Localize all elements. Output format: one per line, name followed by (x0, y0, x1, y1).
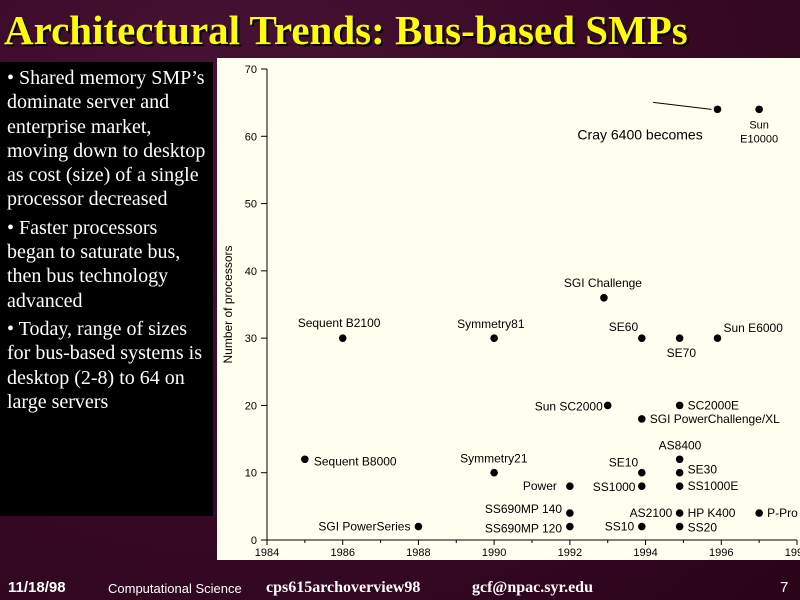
chart-svg: 0 10 20 30 40 50 60 70 1984 1986 1988 1990 1992 1994 1… (221, 64, 800, 559)
data-point-label: Symmetry81 (457, 317, 525, 331)
data-point-marker (675, 482, 684, 490)
x-tick-label: 1996 (709, 547, 733, 559)
data-point-label: Sun E6000 (724, 321, 784, 335)
data-point-label: SE60 (609, 320, 639, 334)
slide-footer: 11/18/98 Computational Science cps615arc… (0, 573, 800, 600)
data-point-label: SGI PowerSeries (318, 520, 410, 534)
data-point-label: SS1000E (688, 479, 739, 493)
data-point-marker (713, 334, 722, 342)
x-tick-label: 1990 (482, 547, 506, 559)
data-point-marker (566, 482, 574, 490)
annotation-arrow (653, 101, 712, 110)
footer-filename: cps615archoverview98 (266, 579, 421, 596)
data-point-label: SS690MP 120 (485, 522, 562, 536)
data-point-marker (675, 334, 684, 342)
y-tick-label: 40 (245, 266, 257, 278)
processor-scatter-chart: 0 10 20 30 40 50 60 70 1984 1986 1988 1990 1992 1994 1… (217, 58, 800, 560)
annotation-e10000: E10000 (740, 133, 778, 145)
data-point-marker (637, 482, 646, 490)
bullet-2: • Faster processors began to saturate bu… (7, 216, 181, 312)
data-point-label: Sequent B2100 (298, 316, 381, 330)
data-point-label: SGI PowerChallenge/XL (650, 412, 780, 426)
data-point-marker (637, 468, 646, 477)
footer-email: gcf@npac.syr.edu (472, 579, 593, 596)
x-tick-label: 1998 (785, 547, 800, 559)
data-point-marker (414, 522, 423, 531)
bullet-1: • Shared memory SMP’s dominate server an… (7, 67, 206, 211)
x-tick-label: 1992 (558, 547, 582, 559)
data-point-label: SS20 (688, 521, 718, 535)
data-point-marker (675, 468, 684, 477)
data-point-marker (566, 509, 574, 517)
data-point-label: P-Pro (767, 506, 798, 520)
data-point-label: SC2000E (688, 398, 739, 412)
y-tick-label: 60 (245, 131, 257, 143)
data-point-marker (675, 522, 684, 531)
x-tick-label: 1984 (255, 547, 279, 559)
data-point-marker (600, 293, 608, 302)
data-point-marker (566, 522, 574, 531)
annotation-sun: Sun (749, 119, 769, 131)
data-point-label: Sun SC2000 (535, 399, 603, 413)
data-point-label: HP K400 (688, 506, 736, 520)
y-tick-label: 20 (245, 400, 257, 412)
data-point-marker (675, 509, 684, 517)
x-tick-label: 1994 (633, 547, 657, 559)
data-point-label: SE70 (667, 346, 697, 360)
y-tick-label: 70 (245, 64, 257, 76)
footer-course: Computational Science (108, 581, 242, 596)
data-point-marker (338, 334, 347, 342)
footer-date: 11/18/98 (8, 579, 66, 596)
data-point-marker (755, 105, 763, 114)
data-point-label: Symmetry21 (460, 452, 528, 466)
data-point-marker (755, 509, 763, 517)
slide-title: Architectural Trends: Bus-based SMPs (4, 7, 688, 53)
data-point-label: SGI Challenge (564, 276, 642, 290)
data-point-marker (637, 334, 646, 342)
y-tick-label: 10 (245, 468, 257, 480)
data-point-marker (490, 334, 498, 342)
data-point-label: Power (523, 479, 557, 493)
annotation-text: Cray 6400 becomes (577, 126, 702, 142)
y-tick-label: 50 (245, 199, 257, 211)
data-point-marker (490, 468, 498, 477)
data-point-label: AS2100 (630, 506, 673, 520)
data-point-label: SE30 (688, 463, 718, 477)
x-tick-label: 1988 (406, 547, 430, 559)
footer-page-number: 7 (780, 579, 789, 596)
y-tick-label: 0 (251, 535, 257, 547)
data-point-marker (301, 455, 309, 464)
data-point-label: SS690MP 140 (485, 502, 562, 516)
data-point-marker (675, 401, 684, 410)
data-point-label: AS8400 (659, 438, 702, 452)
y-tick-label: 30 (245, 333, 257, 345)
bullet-3: • Today, range of sizes for bus-based sy… (7, 317, 202, 413)
data-point-label: SS10 (605, 520, 635, 534)
bullet-panel: • Shared memory SMP’s dominate server an… (0, 62, 213, 516)
x-tick-label: 1986 (330, 547, 354, 559)
data-point-marker (713, 105, 722, 114)
y-axis-label: Number of processors (221, 245, 235, 363)
data-point-label: Sequent B8000 (314, 454, 397, 468)
data-point-marker (637, 415, 646, 423)
data-point-label: SS1000 (593, 480, 636, 494)
data-point-marker (603, 401, 612, 410)
data-point-marker (675, 455, 684, 464)
data-point-marker (637, 522, 646, 531)
data-point-label: SE10 (609, 456, 639, 470)
